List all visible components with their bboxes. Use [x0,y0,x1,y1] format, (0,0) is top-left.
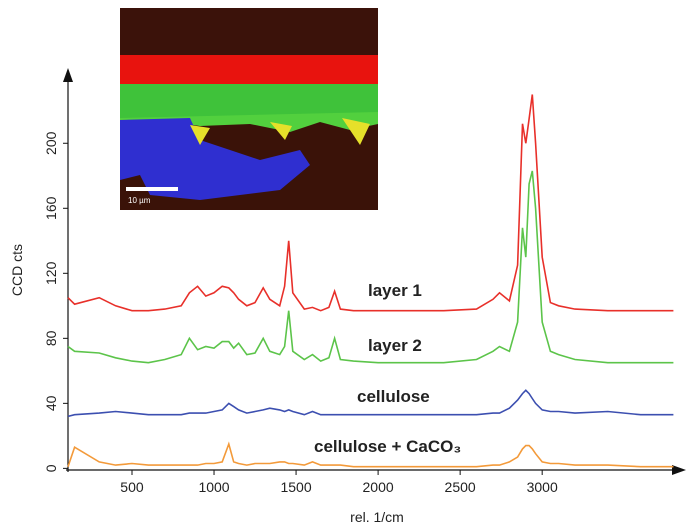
y-tick-label: 160 [43,196,59,220]
y-tick-label: 200 [43,131,59,155]
x-tick-label: 2000 [363,479,394,495]
series-label: layer 1 [368,281,422,300]
inset-scale-label: 10 µm [128,196,151,205]
y-tick-label: 0 [43,464,59,472]
x-tick-label: 1000 [198,479,229,495]
series-label: layer 2 [368,336,422,355]
x-axis-label: rel. 1/cm [350,509,404,525]
x-tick-label: 2500 [445,479,476,495]
chart: 10 µm rel. 1/cm CCD cts 5001000150020002… [0,0,686,526]
y-tick-label: 120 [43,261,59,285]
x-tick-label: 500 [120,479,144,495]
x-tick-label: 1500 [280,479,311,495]
series-label: cellulose + CaCO₃ [314,437,461,456]
y-tick-label: 40 [43,395,59,411]
inset-image: 10 µm [120,8,378,210]
series-label: cellulose [357,387,430,406]
y-axis-label: CCD cts [9,244,25,296]
y-tick-label: 80 [43,330,59,346]
x-tick-label: 3000 [527,479,558,495]
